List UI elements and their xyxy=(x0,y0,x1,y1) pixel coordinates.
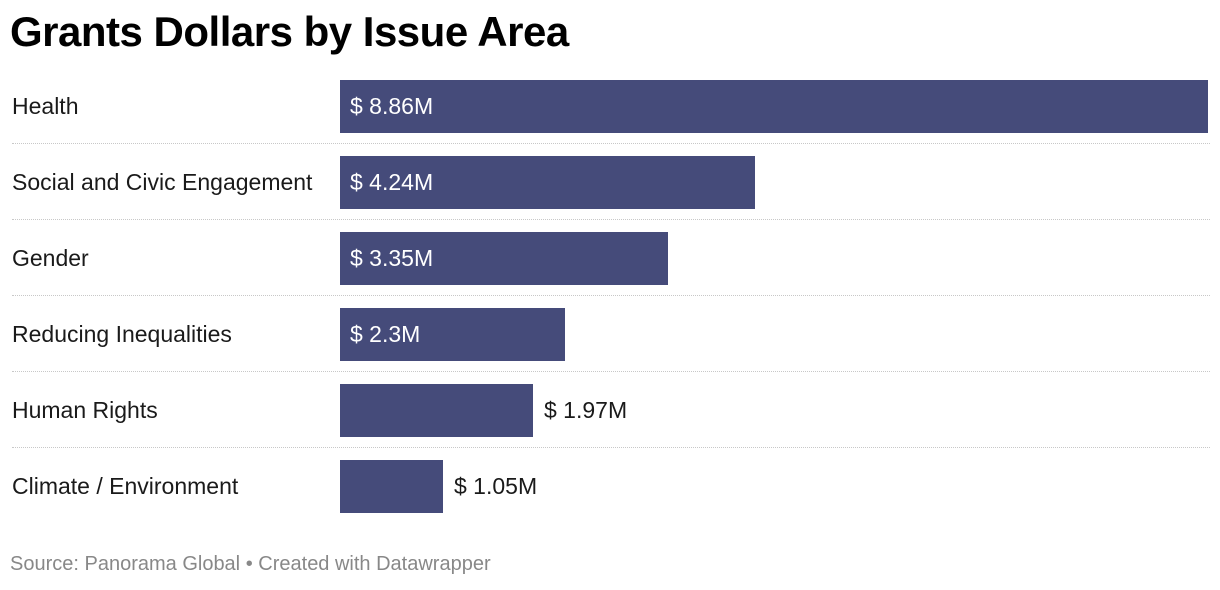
bar-row: Climate / Environment $ 1.05M xyxy=(12,448,1210,524)
bar-value-label: $ 4.24M xyxy=(350,169,434,195)
chart-footer: Source: Panorama Global • Created with D… xyxy=(10,553,491,576)
source-text: Source: Panorama Global xyxy=(10,553,241,575)
bar-chart: Health $ 8.86M Social and Civic Engagement… xyxy=(0,68,1220,528)
bar-row: Reducing Inequalities $ 2.3M xyxy=(12,296,1210,372)
row-divider xyxy=(12,371,1210,372)
category-label: Reducing Inequalities xyxy=(12,321,232,347)
category-label: Social and Civic Engagement xyxy=(12,169,313,195)
bar xyxy=(340,156,755,209)
category-label: Gender xyxy=(12,245,89,271)
row-divider xyxy=(12,143,1210,144)
credit-link[interactable]: Created with Datawrapper xyxy=(258,553,491,575)
bar xyxy=(340,384,533,437)
category-label: Climate / Environment xyxy=(12,473,239,499)
bar-value-label: $ 8.86M xyxy=(350,93,434,119)
category-label: Health xyxy=(12,93,79,119)
row-divider xyxy=(12,295,1210,296)
bar-value-label: $ 2.3M xyxy=(350,321,421,347)
bar-row: Gender $ 3.35M xyxy=(12,220,1210,296)
row-divider xyxy=(12,447,1210,448)
bar-row: Social and Civic Engagement $ 4.24M xyxy=(12,144,1210,220)
footer-separator: • xyxy=(245,553,253,575)
bar-value-label: $ 3.35M xyxy=(350,245,434,271)
bar xyxy=(340,308,565,361)
chart-title: Grants Dollars by Issue Area xyxy=(10,8,569,55)
bar-value-label: $ 1.97M xyxy=(544,397,628,423)
bar xyxy=(340,460,443,513)
bar-row: Human Rights $ 1.97M xyxy=(12,372,1210,448)
bar-row: Health $ 8.86M xyxy=(12,68,1210,144)
category-label: Human Rights xyxy=(12,397,158,423)
bar xyxy=(340,80,1208,133)
bar xyxy=(340,232,668,285)
row-divider xyxy=(12,219,1210,220)
bar-value-label: $ 1.05M xyxy=(454,473,538,499)
